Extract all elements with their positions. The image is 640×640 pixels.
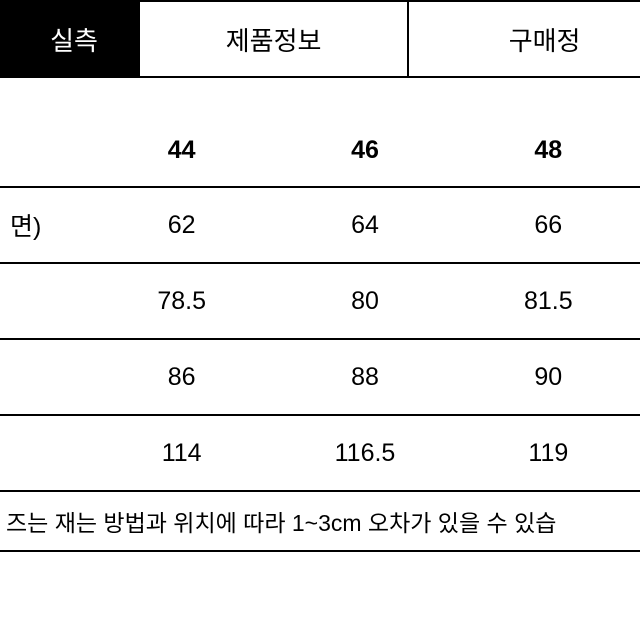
cell: 66 [457, 211, 640, 240]
cell: 90 [457, 363, 640, 392]
cell: 64 [273, 211, 456, 240]
table-row: 면) 62 64 66 [0, 186, 640, 262]
cell: 88 [273, 363, 456, 392]
cell: 86 [90, 363, 273, 392]
table-row: 86 88 90 [0, 338, 640, 414]
table-row: 78.5 80 81.5 [0, 262, 640, 338]
cell: 116.5 [273, 439, 456, 468]
spacer [0, 78, 640, 114]
cell: 78.5 [90, 287, 273, 316]
cell: 62 [90, 211, 273, 240]
cell: 81.5 [457, 287, 640, 316]
size-col-2: 46 [273, 136, 456, 165]
row-label: 면) [0, 207, 90, 243]
size-header-row: 44 46 48 [0, 114, 640, 186]
footer-note: 즈는 재는 방법과 위치에 따라 1~3cm 오차가 있을 수 있습 [0, 490, 640, 552]
cell: 114 [90, 439, 273, 468]
size-col-1: 44 [90, 136, 273, 165]
cell: 80 [273, 287, 456, 316]
cell: 119 [457, 439, 640, 468]
tab-product-info[interactable]: 제품정보 [140, 2, 409, 76]
tab-measurements[interactable]: 실측 [0, 2, 140, 76]
tab-purchase[interactable]: 구매정 [409, 2, 640, 76]
tab-bar: 실측 제품정보 구매정 [0, 0, 640, 78]
size-col-3: 48 [457, 136, 640, 165]
table-row: 114 116.5 119 [0, 414, 640, 490]
